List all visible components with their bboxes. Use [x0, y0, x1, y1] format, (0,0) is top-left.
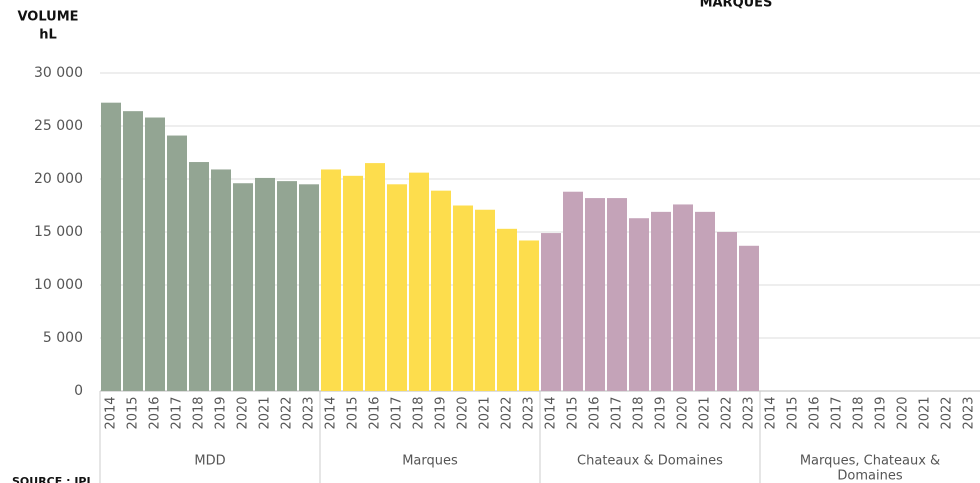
y-tick-label: 25 000	[34, 118, 83, 134]
bar	[607, 198, 627, 391]
bar	[475, 209, 495, 391]
y-tick-label: 0	[74, 383, 83, 399]
bar	[409, 172, 429, 391]
bar	[739, 245, 759, 391]
x-tick-label: 2020	[676, 396, 691, 429]
bar	[321, 169, 341, 391]
x-tick-label: 2022	[940, 396, 955, 429]
bar	[563, 191, 583, 391]
x-tick-label: 2014	[324, 396, 339, 429]
x-tick-label: 2020	[236, 396, 251, 429]
bar	[101, 102, 121, 392]
x-tick-label: 2020	[456, 396, 471, 429]
x-tick-label: 2022	[500, 396, 515, 429]
bar	[497, 228, 517, 391]
x-tick-label: 2022	[280, 396, 295, 429]
bar	[695, 211, 715, 391]
x-tick-label: 2014	[544, 396, 559, 429]
group-label: Domaines	[837, 469, 902, 483]
bar	[299, 184, 319, 391]
x-tick-label: 2019	[434, 396, 449, 429]
bar	[123, 111, 143, 391]
x-tick-label: 2014	[764, 396, 779, 429]
x-tick-label: 2017	[610, 396, 625, 429]
source: SOURCE : IPL	[12, 475, 94, 483]
bar	[717, 232, 737, 391]
bar	[255, 177, 275, 391]
x-tick-label: 2015	[126, 396, 141, 429]
x-tick-label: 2018	[412, 396, 427, 429]
x-tick-label: 2015	[566, 396, 581, 429]
bar	[343, 175, 363, 391]
x-tick-label: 2021	[258, 396, 273, 429]
x-tick-label: 2017	[830, 396, 845, 429]
x-tick-label: 2017	[170, 396, 185, 429]
x-tick-label: 2020	[896, 396, 911, 429]
bar	[651, 211, 671, 391]
x-tick-label: 2021	[698, 396, 713, 429]
bar	[167, 135, 187, 391]
y-tick-label: 10 000	[34, 277, 83, 293]
x-tick-label: 2019	[654, 396, 669, 429]
x-tick-label: 2016	[148, 396, 163, 429]
x-tick-label: 2015	[786, 396, 801, 429]
bar	[585, 198, 605, 391]
bar	[189, 162, 209, 391]
bar	[453, 205, 473, 391]
x-tick-label: 2021	[918, 396, 933, 429]
group-label: Marques	[402, 454, 458, 469]
y-tick-label: 15 000	[34, 224, 83, 240]
group-label: MDD	[194, 454, 225, 469]
y-axis-label: hL	[39, 28, 57, 43]
x-tick-label: 2021	[478, 396, 493, 429]
x-tick-label: 2018	[192, 396, 207, 429]
x-tick-label: 2017	[390, 396, 405, 429]
bar	[211, 169, 231, 391]
x-tick-label: 2014	[104, 396, 119, 429]
x-tick-label: 2023	[962, 396, 977, 429]
y-axis-label: VOLUME	[17, 10, 78, 25]
x-tick-label: 2022	[720, 396, 735, 429]
bar	[145, 117, 165, 392]
y-tick-label: 20 000	[34, 171, 83, 187]
x-tick-label: 2023	[302, 396, 317, 429]
group-label: Marques, Chateaux &	[800, 454, 940, 469]
bar	[233, 183, 253, 391]
x-tick-label: 2016	[808, 396, 823, 429]
bar	[431, 190, 451, 391]
bar	[387, 184, 407, 391]
y-tick-label: 30 000	[34, 65, 83, 81]
bar	[629, 218, 649, 391]
x-tick-label: 2016	[368, 396, 383, 429]
x-tick-label: 2023	[522, 396, 537, 429]
x-tick-label: 2015	[346, 396, 361, 429]
group-label: Chateaux & Domaines	[577, 454, 723, 469]
x-tick-label: 2023	[742, 396, 757, 429]
chart-title: MARQUES	[700, 0, 773, 11]
x-tick-label: 2018	[852, 396, 867, 429]
bar	[277, 181, 297, 391]
x-tick-label: 2016	[588, 396, 603, 429]
bar	[519, 240, 539, 391]
x-tick-label: 2019	[214, 396, 229, 429]
x-tick-label: 2018	[632, 396, 647, 429]
bar	[365, 163, 385, 391]
x-tick-label: 2019	[874, 396, 889, 429]
bar	[673, 204, 693, 391]
bar	[541, 233, 561, 391]
y-tick-label: 5 000	[43, 330, 83, 346]
